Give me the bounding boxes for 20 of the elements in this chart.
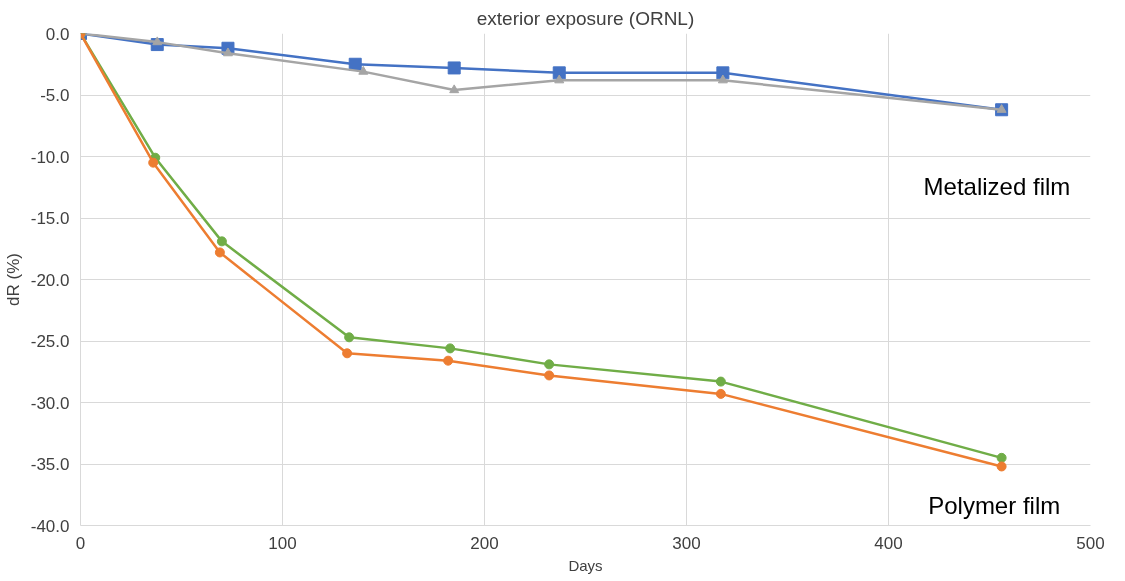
x-tick-label: 500	[1076, 533, 1105, 553]
y-tick-label: -40.0	[30, 516, 70, 536]
x-tick-label: 400	[874, 533, 903, 553]
x-tick-label: 200	[470, 533, 499, 553]
x-axis-title: Days	[568, 556, 603, 574]
y-tick-label: -30.0	[30, 393, 70, 413]
x-tick-label: 100	[268, 533, 297, 553]
y-tick-label: -15.0	[30, 209, 70, 228]
y-axis-title: dR (%)	[3, 253, 23, 306]
y-tick-label: 0.0	[45, 24, 70, 44]
x-tick-label: 300	[672, 533, 701, 553]
y-tick-label: -35.0	[30, 455, 70, 474]
y-tick-label: -20.0	[30, 270, 70, 290]
annotation: Metalized film	[923, 172, 1071, 200]
y-tick-label: -5.0	[40, 86, 70, 105]
chart-title: exterior exposure (ORNL)	[476, 7, 695, 29]
y-tick-label: -10.0	[30, 147, 70, 167]
x-tick-label: 0	[75, 533, 86, 553]
annotation: Polymer film	[928, 492, 1061, 520]
y-tick-label: -25.0	[30, 332, 70, 351]
